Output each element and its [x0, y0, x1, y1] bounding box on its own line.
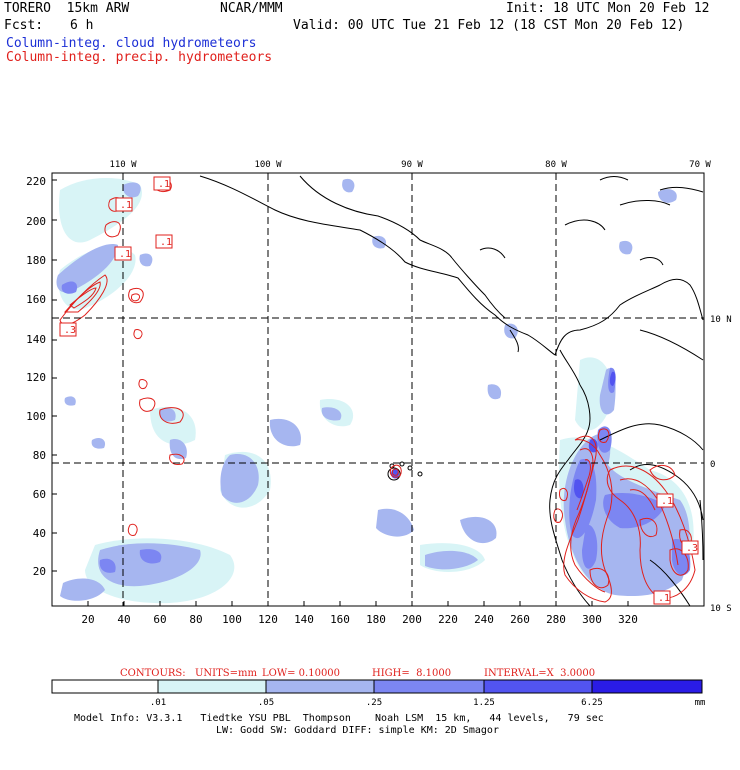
y-tick-label: 40 [33, 527, 46, 540]
y-tick-label: 60 [33, 488, 46, 501]
y-tick-label: 80 [33, 449, 46, 462]
forecast-hour: 6 h [70, 18, 94, 33]
y-tick-label: 120 [26, 371, 46, 384]
lon-label: 100 W [254, 160, 282, 170]
x-tick-label: 160 [330, 613, 350, 626]
colorbar-segment-4 [483, 679, 593, 694]
x-tick-label: 40 [117, 613, 130, 626]
contour-label: .1 [661, 496, 673, 507]
latlon-grid [52, 173, 704, 606]
contour-interval: INTERVAL=X 3.0000 [484, 668, 596, 679]
x-tick-label: 80 [189, 613, 202, 626]
contour-units: UNITS=mm [195, 668, 257, 679]
contour-info-label: CONTOURS: [120, 668, 186, 679]
lat-label: 10 S [710, 604, 732, 614]
init-time: Init: 18 UTC Mon 20 Feb 12 [506, 1, 710, 16]
contour-label: .1 [119, 249, 131, 260]
x-tick-label: 320 [618, 613, 638, 626]
contour-label: .3 [64, 325, 76, 336]
contour-label: .1 [158, 179, 170, 190]
x-tick-label: 300 [582, 613, 602, 626]
lon-label: 80 W [545, 160, 567, 170]
organization: NCAR/MMM [220, 1, 283, 16]
x-tick-label: 180 [366, 613, 386, 626]
x-tick-label: 140 [294, 613, 314, 626]
contour-label: .3 [686, 543, 698, 554]
colorbar: .01 .05 .25 1.25 6.25 mm [51, 679, 706, 708]
colorbar-label: .01 [150, 698, 166, 708]
y-tick-label: 200 [26, 215, 46, 228]
valid-time: Valid: 00 UTC Tue 21 Feb 12 (18 CST Mon … [293, 18, 685, 33]
colorbar-label: 1.25 [473, 698, 495, 708]
field-cloud-label: Column-integ. cloud hydrometeors [6, 36, 257, 51]
colorbar-segment-0 [51, 679, 159, 694]
lon-label: 90 W [401, 160, 423, 170]
galapagos-islands [387, 461, 423, 481]
colorbar-label: .25 [366, 698, 382, 708]
field-precip-label: Column-integ. precip. hydrometeors [6, 50, 273, 65]
y-tick-label: 140 [26, 333, 46, 346]
x-tick-label: 20 [81, 613, 94, 626]
lat-label: 0 [710, 460, 715, 470]
x-tick-label: 240 [474, 613, 494, 626]
x-tick-label: 60 [153, 613, 166, 626]
x-tick-label: 120 [258, 613, 278, 626]
model-title: TORERO 15km ARW [4, 1, 130, 16]
y-tick-label: 180 [26, 254, 46, 267]
contour-label: .1 [160, 237, 172, 248]
colorbar-label: .05 [258, 698, 274, 708]
y-tick-label: 100 [26, 410, 46, 423]
map-plot: .1 .1 .1 .1 .3 .1 .3 .1 110 W 100 W 90 W… [26, 160, 732, 626]
colorbar-label: 6.25 [581, 698, 603, 708]
precip-contours [59, 178, 696, 603]
y-tick-label: 20 [33, 565, 46, 578]
colorbar-segment-1 [157, 679, 267, 694]
contour-label-boxes [59, 176, 699, 605]
model-info-line1: Model Info: V3.3.1 Tiedtke YSU PBL Thomp… [74, 713, 604, 724]
lon-label: 70 W [689, 160, 711, 170]
x-tick-label: 200 [402, 613, 422, 626]
colorbar-unit: mm [695, 698, 706, 708]
model-info-line2: LW: Godd SW: Goddard DIFF: simple KM: 2D… [216, 725, 499, 736]
forecast-label: Fcst: [4, 18, 44, 33]
x-tick-label: 100 [222, 613, 242, 626]
x-tick-label: 260 [510, 613, 530, 626]
colorbar-segment-3 [373, 679, 485, 694]
x-tick-label: 220 [438, 613, 458, 626]
contour-low: LOW= 0.10000 [262, 668, 341, 679]
colorbar-segment-2 [265, 679, 375, 694]
lat-label: 10 N [710, 315, 732, 325]
colorbar-segment-5 [591, 679, 703, 694]
y-tick-label: 160 [26, 293, 46, 306]
map-frame [51, 172, 705, 607]
y-tick-label: 220 [26, 175, 46, 188]
contour-label: .1 [120, 200, 132, 211]
contour-high: HIGH= 8.1000 [372, 668, 452, 679]
contour-label: .1 [658, 593, 670, 604]
x-tick-label: 280 [546, 613, 566, 626]
lon-label: 110 W [109, 160, 137, 170]
